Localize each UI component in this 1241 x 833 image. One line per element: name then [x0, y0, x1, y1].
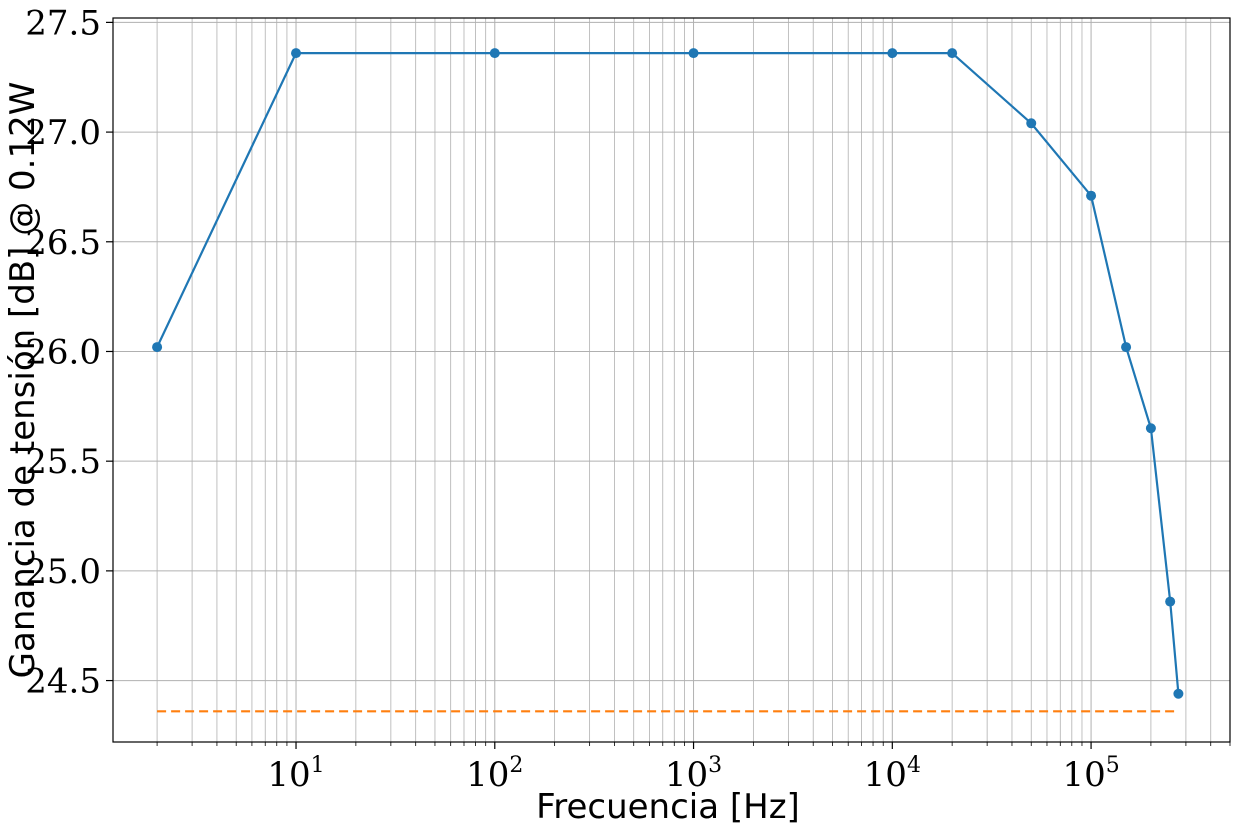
series-1-point	[1173, 688, 1184, 699]
y-tick-label: 26.0	[25, 332, 101, 372]
series-1-point	[1145, 423, 1156, 434]
y-tick-label: 27.0	[25, 113, 101, 153]
series-1-point	[1121, 342, 1132, 353]
y-axis-label: Ganancia de tensión [dB] @ 0.12W	[3, 82, 43, 679]
series-1-point	[1165, 596, 1176, 607]
y-tick-label: 26.5	[25, 223, 101, 263]
x-tick-label: 104	[864, 753, 921, 795]
x-tick-label: 102	[466, 753, 523, 795]
x-tick-label: 103	[665, 753, 722, 795]
y-tick-label: 25.5	[25, 442, 101, 482]
series-1-point	[887, 48, 898, 59]
x-axis-label: Frecuencia [Hz]	[536, 787, 800, 827]
y-tick-label: 24.5	[25, 662, 101, 702]
x-tick-label: 101	[267, 753, 324, 795]
grid	[113, 18, 1231, 742]
series-1-point	[947, 48, 958, 59]
series-1-point	[152, 342, 163, 353]
series-1-line	[156, 51, 1180, 694]
series-1-point	[291, 48, 302, 59]
series-1-point	[1086, 190, 1097, 201]
y-tick-label: 27.5	[25, 3, 101, 43]
plot-frame	[112, 17, 1231, 743]
plot-background	[113, 18, 1230, 742]
series-1-point	[489, 48, 500, 59]
ticks-layer: 101 102 103 104 105 24.5 25.0 25.5 26.0 26.5 27.0 2…	[25, 3, 1231, 795]
series-layer	[152, 48, 1184, 713]
y-tick-label: 25.0	[25, 552, 101, 592]
series-1-point	[688, 48, 699, 59]
series-1-point	[1026, 118, 1037, 129]
x-tick-label: 105	[1062, 753, 1119, 795]
